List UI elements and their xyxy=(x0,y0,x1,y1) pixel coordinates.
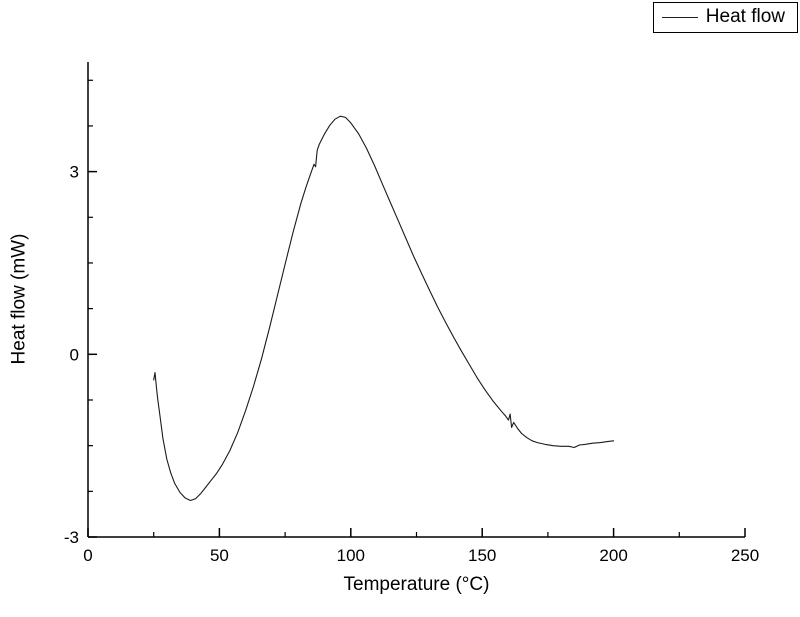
x-tick-label: 150 xyxy=(468,546,496,565)
heat-flow-curve xyxy=(153,115,615,502)
x-tick-label: 250 xyxy=(731,546,759,565)
y-tick-label: 3 xyxy=(70,163,79,182)
y-tick-label: -3 xyxy=(64,528,79,547)
legend: Heat flow xyxy=(652,2,798,33)
y-tick-label: 0 xyxy=(70,345,79,364)
x-tick-label: 200 xyxy=(599,546,627,565)
legend-label: Heat flow xyxy=(705,6,785,27)
x-tick-label: 50 xyxy=(210,546,229,565)
legend-line-sample xyxy=(661,16,698,18)
x-tick-label: 100 xyxy=(337,546,365,565)
x-tick-label: 0 xyxy=(83,546,92,565)
x-axis-label: Temperature (°C) xyxy=(343,574,490,595)
